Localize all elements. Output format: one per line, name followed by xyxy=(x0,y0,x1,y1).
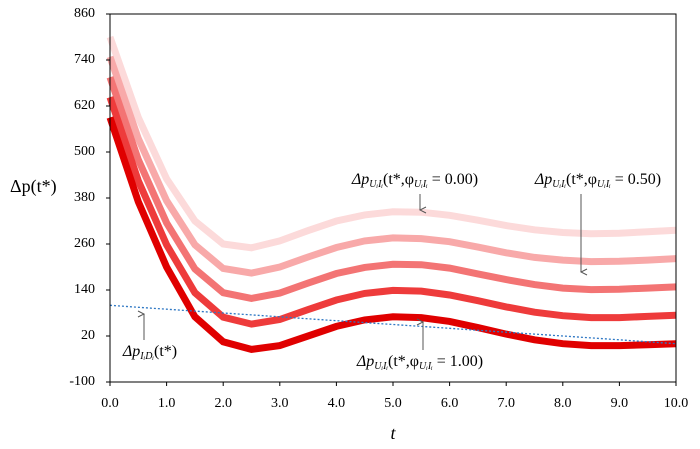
y-axis-title: Δp(t*) xyxy=(10,176,57,197)
y-tick-label: 20 xyxy=(81,328,95,343)
annotation-part: UᵢIᵢ xyxy=(419,361,433,372)
annotation-part: IᵢDᵢ xyxy=(139,351,154,362)
x-tick-label: 7.0 xyxy=(497,396,515,411)
annotation-part: (t*,φ xyxy=(388,353,419,370)
annotation-part: (t*,φ xyxy=(566,171,597,188)
axes-frame xyxy=(109,13,677,383)
y-tick-label: -100 xyxy=(69,374,95,389)
annotation-part: Δp xyxy=(122,343,140,360)
annotation-part: UᵢIᵢ xyxy=(552,179,566,190)
y-tick-label: 860 xyxy=(74,6,95,21)
series-line xyxy=(109,304,677,345)
annotation-part: UᵢIᵢ xyxy=(369,179,383,190)
y-tick-label: 380 xyxy=(74,190,95,205)
annotation-part: Δp xyxy=(534,171,552,188)
x-tick-label: 2.0 xyxy=(214,396,232,411)
annotation-part: (t*) xyxy=(154,343,177,360)
annotation-part: = 0.50) xyxy=(611,171,661,188)
plot-area xyxy=(106,35,677,353)
y-tick-label: 260 xyxy=(74,236,95,251)
series-line xyxy=(106,76,677,302)
x-tick-label: 9.0 xyxy=(611,396,629,411)
y-tick-label: 140 xyxy=(74,282,95,297)
annotation-part: Δp xyxy=(356,353,374,370)
series-line xyxy=(106,35,677,252)
y-tick-label: 740 xyxy=(74,52,95,67)
x-axis-title: t xyxy=(390,423,396,443)
x-tick-label: 4.0 xyxy=(328,396,346,411)
annotation-part: UᵢIᵢ xyxy=(414,179,428,190)
annotation: ΔpUᵢIᵢ(t*,φUᵢIᵢ = 0.00) xyxy=(351,171,478,191)
annotation-part: = 1.00) xyxy=(433,353,483,370)
annotation-part: UᵢIᵢ xyxy=(374,361,388,372)
y-tick-label: 620 xyxy=(74,98,95,113)
x-tick-label: 6.0 xyxy=(441,396,459,411)
annotation: ΔpIᵢDᵢ(t*) xyxy=(122,343,177,363)
x-tick-label: 10.0 xyxy=(664,396,689,411)
annotation-part: UᵢIᵢ xyxy=(597,179,611,190)
annotation-part: = 0.00) xyxy=(428,171,478,188)
x-tick-label: 8.0 xyxy=(554,396,572,411)
series-line xyxy=(106,55,677,277)
series-line xyxy=(106,116,677,353)
x-tick-label: 1.0 xyxy=(158,396,176,411)
y-tick-label: 500 xyxy=(74,144,95,159)
x-tick-label: 5.0 xyxy=(384,396,402,411)
x-tick-label: 3.0 xyxy=(271,396,289,411)
annotation: ΔpUᵢIᵢ(t*,φUᵢIᵢ = 0.50) xyxy=(534,171,661,191)
annotation-part: Δp xyxy=(351,171,369,188)
annotation: ΔpUᵢIᵢ(t*,φUᵢIᵢ = 1.00) xyxy=(356,353,483,373)
annotation-part: (t*,φ xyxy=(383,171,414,188)
series-line xyxy=(106,96,677,328)
x-tick-label: 0.0 xyxy=(101,396,119,411)
